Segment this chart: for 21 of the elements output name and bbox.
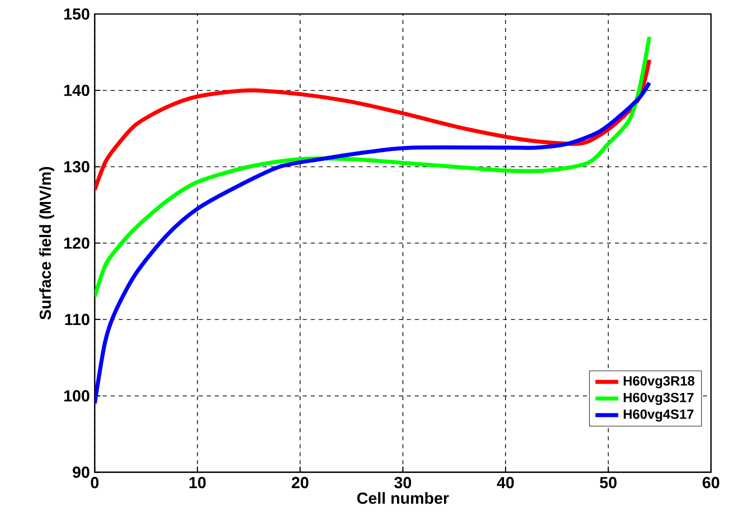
x-tick-label: 0 — [90, 476, 99, 488]
y-tick-label: 110 — [65, 314, 90, 326]
x-tick-label: 30 — [394, 476, 412, 488]
line-series — [94, 34, 652, 298]
x-tick-label: 20 — [292, 476, 308, 488]
y-tick-label: 90 — [72, 466, 90, 478]
x-tick-label: 40 — [496, 476, 514, 488]
y-tick-label: 140 — [64, 84, 90, 96]
y-tick-label: 150 — [64, 8, 90, 20]
y-tick-label: 130 — [64, 160, 90, 172]
x-axis-title: Cell number — [357, 492, 449, 504]
y-axis-title: Surface field (MV/m) — [39, 166, 54, 320]
x-tick-label: 50 — [600, 476, 617, 488]
line-series — [94, 58, 652, 192]
y-tick-label: 120 — [64, 237, 90, 249]
legend-label: H60vg3R18 — [624, 376, 694, 388]
x-tick-label: 60 — [702, 476, 720, 488]
y-tick-label: 100 — [64, 390, 90, 402]
x-tick-label: 10 — [190, 476, 206, 488]
legend-label: H60vg4S17 — [624, 409, 694, 422]
legend-label: H60vg3S17 — [624, 392, 694, 405]
